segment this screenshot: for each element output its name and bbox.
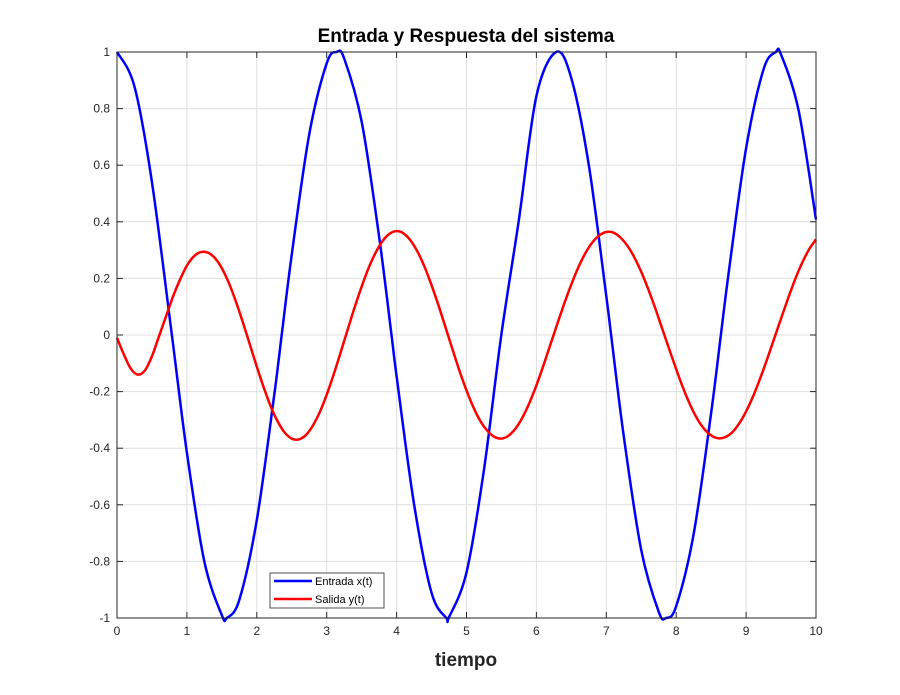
x-tick-label: 1 xyxy=(184,624,191,638)
x-tick-label: 4 xyxy=(393,624,400,638)
x-tick-labels: 0 1 2 3 4 5 6 7 8 9 10 xyxy=(114,624,823,638)
series-lines xyxy=(115,47,818,624)
y-tick-label: 0.4 xyxy=(93,215,110,229)
x-axis-label: tiempo xyxy=(435,650,497,671)
legend-label-salida: Salida y(t) xyxy=(315,594,365,606)
legend: Entrada x(t) Salida y(t) xyxy=(269,572,385,609)
x-tick-label: 10 xyxy=(809,624,823,638)
x-tick-label: 9 xyxy=(743,624,750,638)
series-line-0 xyxy=(115,47,818,624)
tick-marks xyxy=(116,51,817,619)
y-tick-label: 0.8 xyxy=(93,102,110,116)
y-tick-label: -0.8 xyxy=(89,554,110,568)
y-tick-label: 0 xyxy=(103,328,110,342)
x-tick-label: 5 xyxy=(463,624,470,638)
y-tick-label: -0.6 xyxy=(89,498,110,512)
legend-label-entrada: Entrada x(t) xyxy=(315,576,372,588)
x-tick-label: 2 xyxy=(253,624,260,638)
y-tick-label: 0.6 xyxy=(93,158,110,172)
x-tick-label: 6 xyxy=(533,624,540,638)
legend-box xyxy=(269,572,385,609)
chart-title: Entrada y Respuesta del sistema xyxy=(318,26,615,47)
series-line-1 xyxy=(115,229,818,441)
x-tick-label: 0 xyxy=(114,624,121,638)
y-tick-label: 1 xyxy=(103,45,110,59)
x-tick-label: 3 xyxy=(323,624,330,638)
x-tick-label: 7 xyxy=(603,624,610,638)
y-tick-labels: -1 -0.8 -0.6 -0.4 -0.2 0 0.2 0.4 0.6 0.8 1 xyxy=(89,45,110,625)
y-tick-label: -1 xyxy=(99,611,110,625)
y-tick-label: -0.2 xyxy=(89,385,110,399)
y-tick-label: -0.4 xyxy=(89,441,110,455)
y-tick-label: 0.2 xyxy=(93,271,110,285)
x-tick-label: 8 xyxy=(673,624,680,638)
